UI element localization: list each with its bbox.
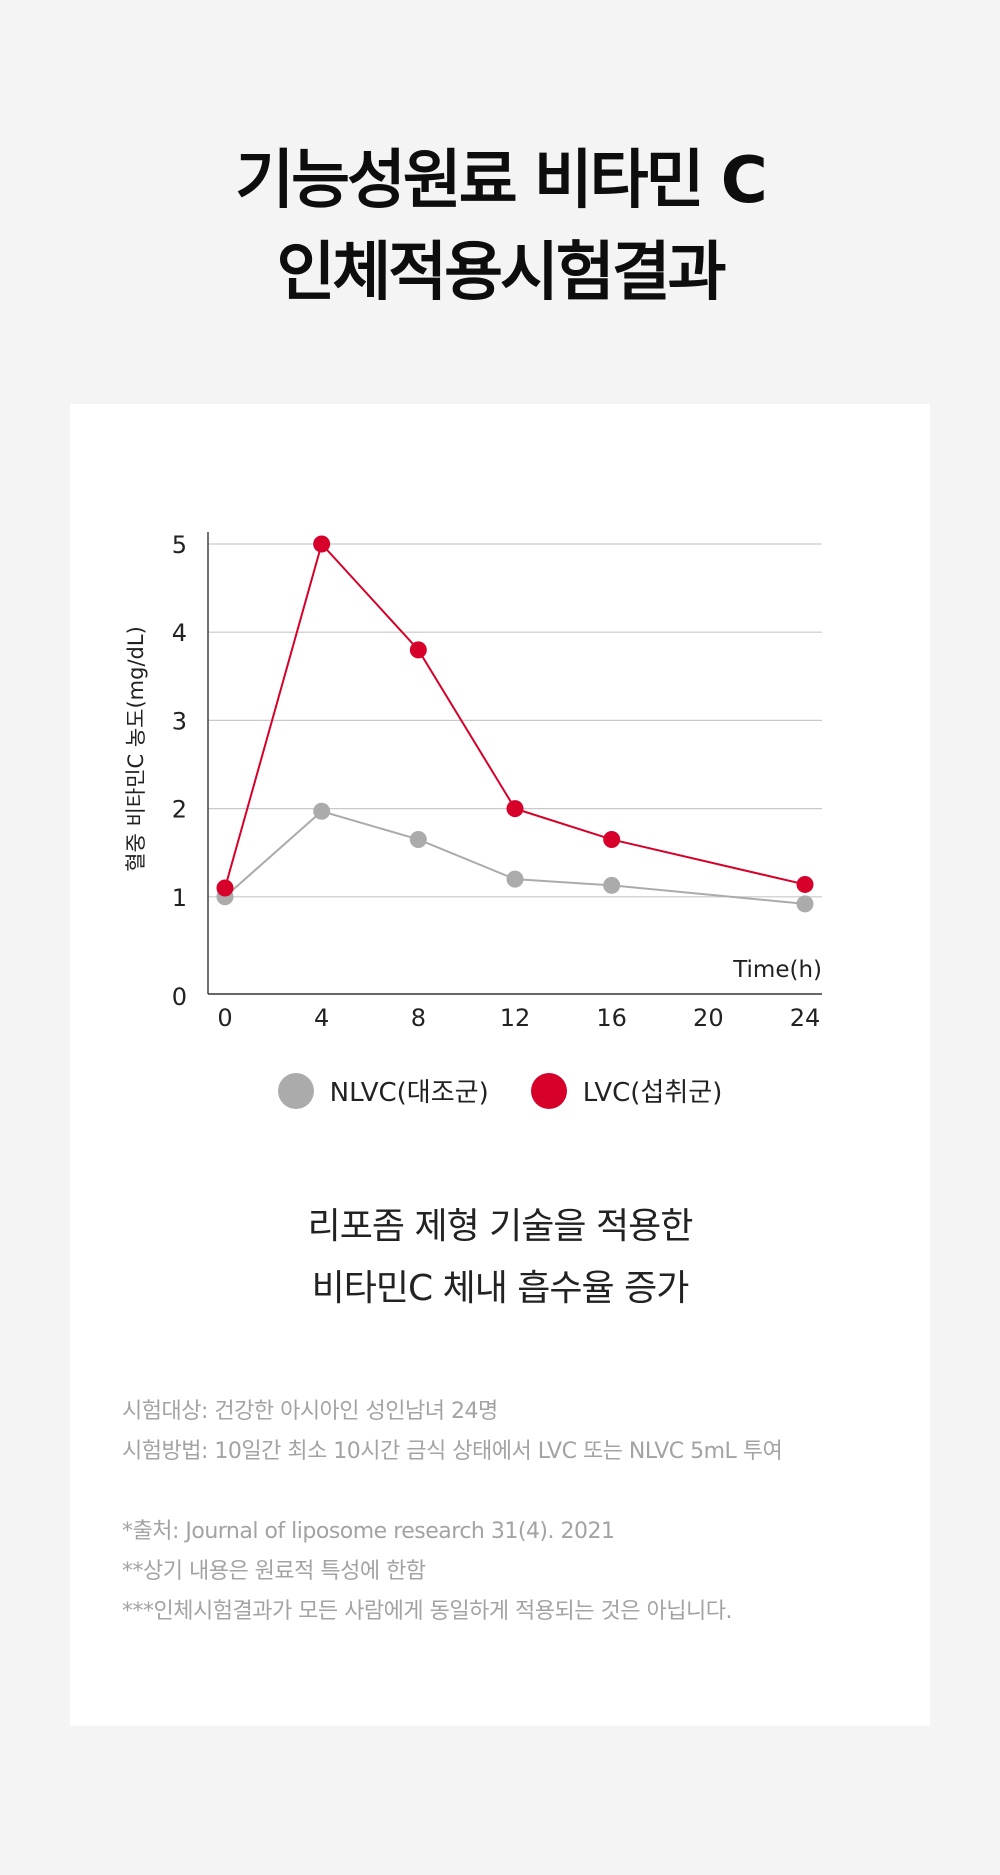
data-point-s0-x24 <box>796 895 814 913</box>
result-card: 0 1 2 3 4 5 0 4 8 12 16 20 24 Time(h) 혈중 비타민C 농도(mg/dL… <box>70 404 930 1726</box>
headline-line-1: 리포좀 제형 기술을 적용한 <box>307 1206 694 1247</box>
legend-item-lvc: LVC(섭취군) <box>530 1072 723 1109</box>
legend-label-nlvc: NLVC(대조군) <box>329 1078 489 1108</box>
y-axis-label: 혈중 비타민C 농도(mg/dL) <box>124 626 148 872</box>
data-point-s0-x8 <box>409 830 427 848</box>
notes: 시험대상: 건강한 아시아인 성인남녀 24명 시험방법: 10일간 최소 10… <box>122 1392 902 1632</box>
data-point-s0-x4 <box>313 802 331 820</box>
data-point-s1-x16 <box>603 830 621 848</box>
headline: 리포좀 제형 기술을 적용한 비타민C 체내 흡수율 증가 <box>70 1196 930 1320</box>
y-tick-label-2: 2 <box>172 796 187 824</box>
note-scope: **상기 내용은 원료적 특성에 한함 <box>122 1559 426 1584</box>
series-line-0 <box>224 810 806 905</box>
legend-marker-lvc <box>530 1072 567 1109</box>
legend-marker-nlvc <box>277 1072 314 1109</box>
data-point-s1-x8 <box>409 641 427 659</box>
note-subject: 시험대상: 건강한 아시아인 성인남녀 24명 <box>122 1399 498 1424</box>
y-tick-label-3: 3 <box>172 707 187 735</box>
data-point-s1-x0 <box>216 879 234 897</box>
data-point-s0-x16 <box>603 876 621 894</box>
title-line-2: 인체적용시험결과 <box>276 236 726 310</box>
x-tick-label-16: 16 <box>596 1004 627 1032</box>
chart-legend: NLVC(대조군) LVC(섭취군) <box>70 1072 930 1109</box>
y-tick-label-5: 5 <box>172 531 187 559</box>
note-disclaimer: ***인체시험결과가 모든 사람에게 동일하게 적용되는 것은 아닙니다. <box>122 1599 732 1624</box>
headline-line-2: 비타민C 체내 흡수율 증가 <box>311 1268 690 1309</box>
x-tick-label-12: 12 <box>500 1004 531 1032</box>
x-tick-label-0: 0 <box>217 1004 232 1032</box>
title-line-1: 기능성원료 비타민 C <box>235 144 768 218</box>
y-tick-label-1: 1 <box>172 884 187 912</box>
legend-item-nlvc: NLVC(대조군) <box>277 1072 489 1109</box>
note-source: *출처: Journal of liposome research 31(4).… <box>122 1519 615 1544</box>
note-method: 시험방법: 10일간 최소 10시간 금식 상태에서 LVC 또는 NLVC 5… <box>122 1439 783 1464</box>
y-tick-label-0: 0 <box>172 983 187 1011</box>
x-tick-label-24: 24 <box>790 1004 821 1032</box>
data-point-s0-x12 <box>506 870 524 888</box>
x-tick-label-8: 8 <box>411 1004 426 1032</box>
page-title: 기능성원료 비타민 C 인체적용시험결과 <box>0 135 1000 319</box>
x-tick-label-20: 20 <box>693 1004 724 1032</box>
y-tick-label-4: 4 <box>172 619 187 647</box>
data-point-s1-x12 <box>506 800 524 818</box>
data-point-s1-x4 <box>313 535 331 553</box>
data-point-s1-x24 <box>796 875 814 893</box>
x-axis-label: Time(h) <box>732 957 822 983</box>
x-tick-label-4: 4 <box>314 1004 329 1032</box>
legend-label-lvc: LVC(섭취군) <box>582 1078 723 1108</box>
series-line-1 <box>224 541 806 889</box>
